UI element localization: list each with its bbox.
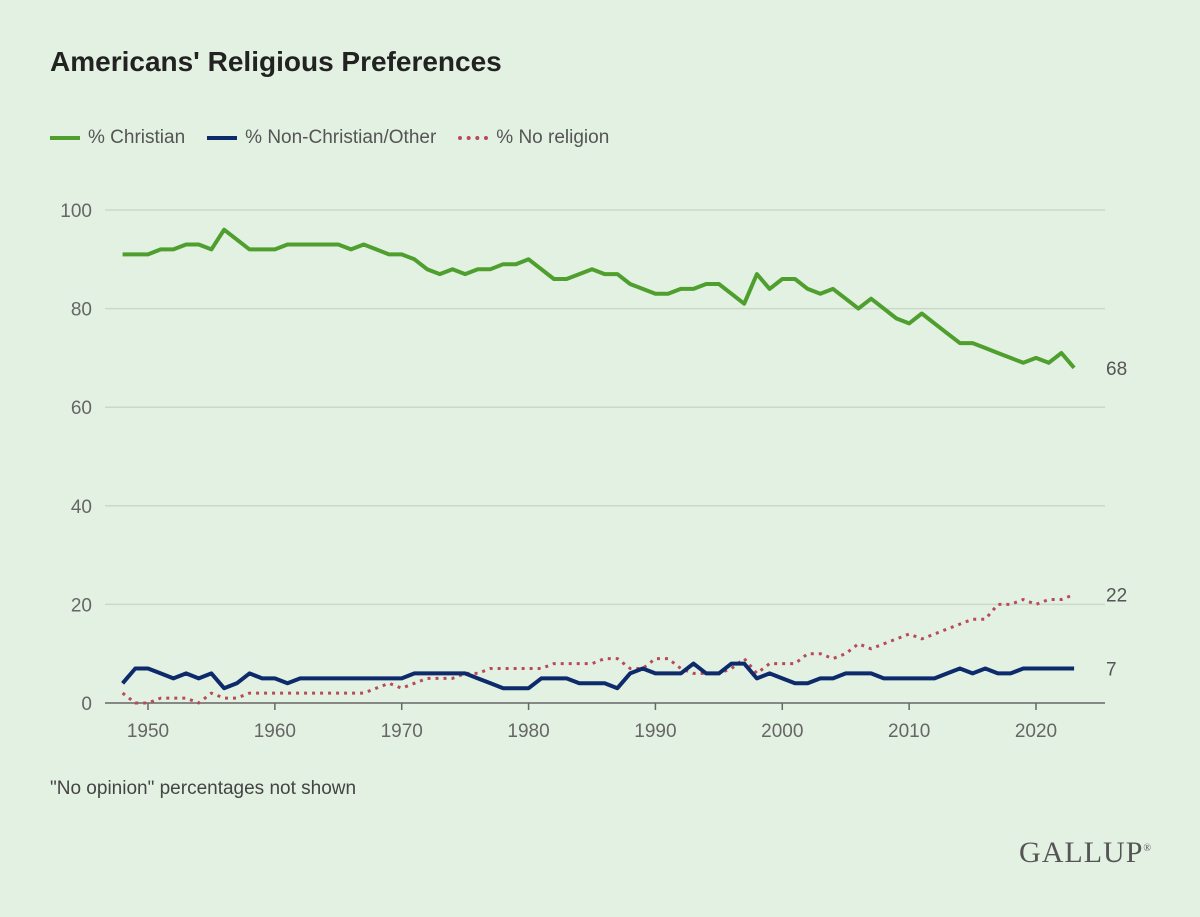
legend-item-christian: % Christian: [50, 127, 185, 149]
x-tick-label: 2000: [761, 721, 803, 742]
y-tick-label: 80: [71, 300, 92, 321]
series-line--christian: [122, 227, 1076, 370]
y-tick-label: 60: [71, 398, 92, 419]
y-tick-label: 0: [81, 694, 92, 715]
x-tick-label: 1950: [127, 721, 169, 742]
legend-label: % No religion: [496, 127, 610, 148]
x-tick-label: 1990: [634, 721, 676, 742]
legend-label: % Christian: [88, 127, 186, 148]
x-tick-label: 1960: [254, 721, 296, 742]
legend: % Christian % Non-Christian/Other % No r…: [50, 127, 609, 149]
series-line--no-religion: [121, 593, 1075, 705]
gallup-logo: GALLUP®: [1019, 836, 1152, 869]
x-tick-label: 2020: [1015, 721, 1057, 742]
x-tick-label: 1970: [381, 721, 423, 742]
legend-label: % Non-Christian/Other: [245, 127, 437, 148]
legend-item-no-religion: % No religion: [458, 127, 609, 149]
series-line--non-christian-other: [121, 661, 1075, 691]
end-label: 68: [1106, 359, 1127, 380]
y-tick-label: 20: [71, 595, 92, 616]
y-tick-label: 40: [71, 497, 92, 518]
legend-item-non-christian: % Non-Christian/Other: [207, 127, 436, 149]
x-tick-label: 2010: [888, 721, 930, 742]
y-tick-label: 100: [60, 201, 92, 222]
chart-title: Americans' Religious Preferences: [50, 46, 502, 77]
end-label: 22: [1106, 586, 1127, 607]
end-label: 7: [1106, 659, 1117, 680]
footnote: "No opinion" percentages not shown: [50, 778, 357, 799]
x-tick-label: 1980: [507, 721, 549, 742]
